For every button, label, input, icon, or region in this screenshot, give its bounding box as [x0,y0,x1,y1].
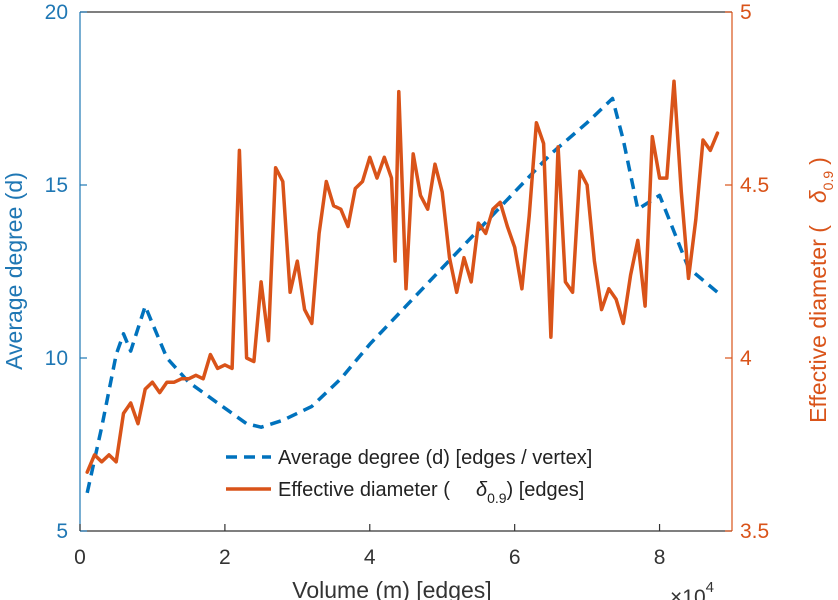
right-y-tick-label: 3.5 [740,520,769,543]
x-tick-label: 6 [509,546,521,569]
series-average-degree-line [85,96,719,494]
series-effective-diameter-line [85,79,720,474]
y-axis-title-left: Average degree (d) [1,172,27,370]
series-layer [85,79,720,494]
left-y-tick-label: 20 [45,1,68,24]
left-y-ticks: 5 10 15 20 [45,1,87,543]
left-y-tick-label: 15 [45,174,68,197]
left-y-tick-label: 5 [56,520,68,543]
x-tick-label: 8 [654,546,666,569]
x-tick-label: 2 [219,546,231,569]
plot-area [79,11,733,532]
right-y-ticks: 3.5 4 4.5 5 [725,1,769,543]
right-y-tick-label: 4 [740,347,752,370]
x-tick-label: 0 [74,546,86,569]
legend: Average degree (d) [edges / vertex] Effe… [226,447,592,506]
x-exponent-label: ×104 [670,579,714,600]
y-axis-title-right: Effective diameter (δ0.9) [805,157,836,423]
legend-label-effective-diameter: Effective diameter (δ0.9) [edges] [278,479,584,506]
legend-label-average-degree: Average degree (d) [edges / vertex] [278,447,592,469]
left-y-tick-label: 10 [45,347,68,370]
x-ticks: 0 2 4 6 8 [74,524,665,569]
right-y-tick-label: 5 [740,1,752,24]
right-y-tick-label: 4.5 [740,174,769,197]
x-axis-title: Volume (m) [edges] [292,577,491,600]
x-tick-label: 4 [364,546,376,569]
